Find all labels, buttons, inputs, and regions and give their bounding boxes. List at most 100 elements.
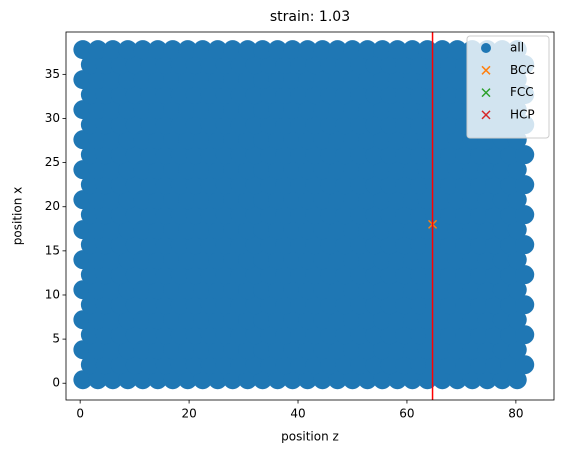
point [73,130,93,150]
point [440,175,460,195]
point [110,145,130,165]
point [103,370,123,390]
point [298,220,318,240]
point [133,160,153,180]
point [372,250,392,270]
point [215,55,235,75]
point [148,310,168,330]
point [357,310,377,330]
point [372,340,392,360]
point [305,295,325,315]
point [260,265,280,285]
point [305,205,325,225]
y-tick-label: 15 [45,243,60,257]
point [103,280,123,300]
point [515,145,535,165]
point [290,265,310,285]
point [500,145,520,165]
point [485,355,505,375]
point [133,70,153,90]
point [178,130,198,150]
point [103,100,123,120]
point [485,265,505,285]
point [283,310,303,330]
point [230,325,250,345]
point [193,340,213,360]
point [515,355,535,375]
point [290,55,310,75]
point [342,310,362,330]
point [155,85,175,105]
point [208,340,228,360]
point [80,205,100,225]
point [73,190,93,210]
point [88,70,108,90]
point [268,100,288,120]
point [245,145,265,165]
point [410,115,430,135]
point [260,85,280,105]
point [245,115,265,135]
point [470,235,490,255]
point [73,250,93,270]
point [140,265,160,285]
point [110,265,130,285]
point [230,55,250,75]
point [268,340,288,360]
point [253,250,273,270]
point [440,145,460,165]
point [305,355,325,375]
point [372,370,392,390]
point [462,280,482,300]
point [163,340,183,360]
point [163,70,183,90]
point [253,370,273,390]
point [170,175,190,195]
axes-frame [65,31,555,401]
point [223,160,243,180]
point [290,205,310,225]
point [395,235,415,255]
point [163,280,183,300]
point [260,235,280,255]
point [163,370,183,390]
point [328,190,348,210]
point [372,100,392,120]
point [447,220,467,240]
point [485,295,505,315]
point [395,85,415,105]
point [313,250,333,270]
point [170,355,190,375]
point [140,85,160,105]
point [223,70,243,90]
point [447,190,467,210]
chart-title: strain: 1.03 [270,9,350,25]
point [238,370,258,390]
point [365,175,385,195]
point [365,265,385,285]
point [432,250,452,270]
y-tick-label: 20 [45,199,60,213]
point [320,265,340,285]
point [447,280,467,300]
point [245,205,265,225]
point [305,325,325,345]
point [462,370,482,390]
point [80,85,100,105]
point [350,265,370,285]
point [507,190,527,210]
point [125,235,145,255]
point [425,295,445,315]
point [365,295,385,315]
point [95,145,115,165]
point [80,235,100,255]
point [140,325,160,345]
point [103,310,123,330]
point [432,280,452,300]
point [110,55,130,75]
point [335,265,355,285]
point [357,70,377,90]
point [268,70,288,90]
legend-label: all [510,41,524,55]
point [477,160,497,180]
